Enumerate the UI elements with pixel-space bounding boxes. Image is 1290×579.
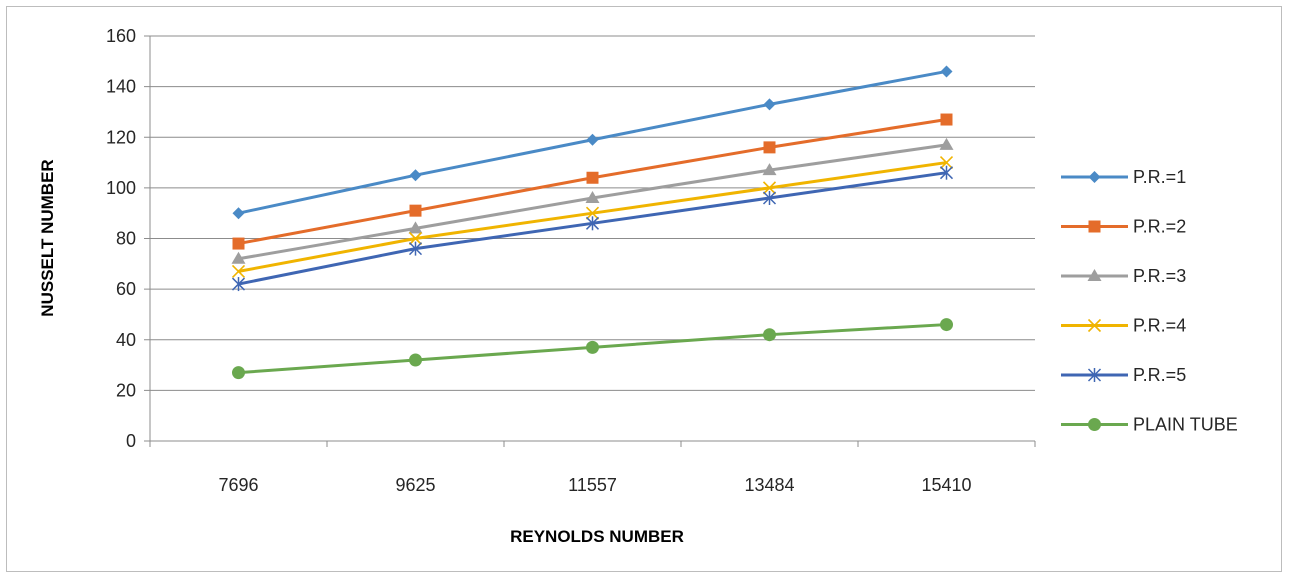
data-point xyxy=(763,98,776,111)
x-tick-label: 15410 xyxy=(921,475,971,495)
series-1 xyxy=(232,65,953,220)
legend-label: PLAIN TUBE xyxy=(1133,415,1238,435)
data-point xyxy=(408,221,423,234)
legend-item: P.R.=3 xyxy=(1061,266,1186,286)
data-point xyxy=(231,277,246,292)
legend-marker xyxy=(1088,171,1101,183)
y-tick-label: 140 xyxy=(106,77,136,97)
x-axis-title: REYNOLDS NUMBER xyxy=(510,527,684,546)
y-tick-label: 40 xyxy=(116,330,136,350)
series-group xyxy=(231,65,954,380)
y-tick-label: 80 xyxy=(116,229,136,249)
data-point xyxy=(409,353,422,367)
data-point xyxy=(409,204,422,217)
data-point xyxy=(231,264,246,278)
x-tick-label: 11557 xyxy=(568,475,617,495)
data-point xyxy=(763,141,776,154)
data-point xyxy=(232,366,245,380)
series-3 xyxy=(231,137,954,264)
data-point xyxy=(939,155,954,170)
y-axis-title: NUSSELT NUMBER xyxy=(38,159,57,316)
legend-marker xyxy=(1088,220,1101,233)
y-tick-label: 120 xyxy=(106,127,136,147)
legend-marker xyxy=(1087,368,1102,382)
legend-item: P.R.=1 xyxy=(1061,167,1186,187)
data-point xyxy=(409,169,422,182)
legend-label: P.R.=3 xyxy=(1133,266,1186,286)
legend-item: P.R.=2 xyxy=(1061,217,1186,237)
data-point xyxy=(585,216,600,231)
data-point xyxy=(762,163,777,176)
data-point xyxy=(408,231,423,246)
legend-marker xyxy=(1087,269,1102,281)
data-point xyxy=(586,340,599,354)
data-point xyxy=(939,137,954,150)
data-point xyxy=(232,237,245,250)
data-point xyxy=(939,165,954,180)
legend-item: P.R.=5 xyxy=(1061,365,1186,385)
axes: 0 20 40 60 80 100 120 140 160 7696 9625 11557 13484 1… xyxy=(106,26,1036,495)
data-point xyxy=(940,113,953,126)
legend-label: P.R.=5 xyxy=(1133,365,1186,385)
data-point xyxy=(585,206,600,220)
data-point xyxy=(940,65,953,78)
y-tick-label: 20 xyxy=(116,380,136,400)
data-point xyxy=(586,171,599,184)
data-point xyxy=(232,207,245,220)
data-point xyxy=(586,133,599,146)
series-5 xyxy=(231,165,954,292)
legend: P.R.=1 P.R.=2 P.R.=3 P.R.=4 P.R.=5 PLAIN TUBE xyxy=(1061,167,1238,435)
data-point xyxy=(585,191,600,203)
legend-label: P.R.=2 xyxy=(1133,217,1186,237)
y-tick-label: 60 xyxy=(116,279,136,299)
y-tick-label: 0 xyxy=(126,431,136,451)
legend-item: PLAIN TUBE xyxy=(1061,415,1238,435)
series-6 xyxy=(232,318,953,380)
data-point xyxy=(408,241,423,256)
x-tick-label: 7696 xyxy=(218,475,258,495)
series-4 xyxy=(231,155,954,278)
gridlines xyxy=(150,35,1035,442)
series-2 xyxy=(232,113,953,250)
data-point xyxy=(940,318,953,332)
data-point xyxy=(762,181,777,195)
data-point xyxy=(762,191,777,205)
x-tick-label: 9625 xyxy=(395,475,435,495)
legend-marker xyxy=(1088,418,1101,431)
legend-label: P.R.=4 xyxy=(1133,316,1186,336)
x-tick-label: 13484 xyxy=(744,475,794,495)
legend-marker xyxy=(1087,318,1102,333)
data-point xyxy=(763,328,776,342)
y-tick-label: 160 xyxy=(106,26,136,46)
y-tick-label: 100 xyxy=(106,178,136,198)
legend-item: P.R.=4 xyxy=(1061,316,1186,336)
legend-label: P.R.=1 xyxy=(1133,167,1186,187)
data-point xyxy=(231,251,246,264)
